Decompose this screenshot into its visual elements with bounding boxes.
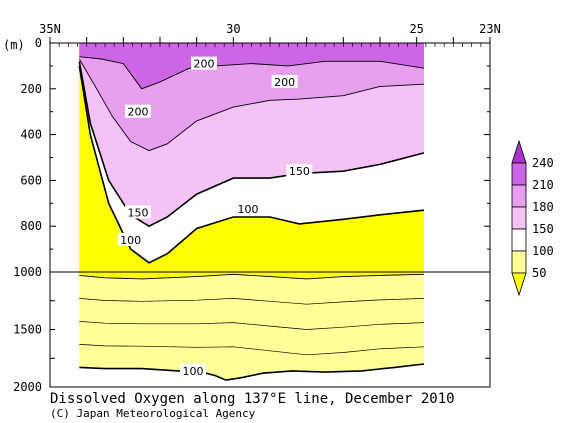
y-tick-label: 2000 (13, 380, 42, 394)
contour-label-bg (235, 202, 261, 216)
lower-region-100 (79, 364, 425, 387)
y-unit-label: (m) (3, 38, 25, 52)
contour-label-bg (125, 205, 151, 219)
contour-lower-minor (79, 321, 425, 330)
x-tick-label: 25 (409, 22, 423, 36)
colorbar-cap-bottom (511, 272, 527, 297)
x-tick-label: 23N (479, 22, 501, 36)
x-tick-label: 35N (39, 22, 61, 36)
contour-label: 100 (238, 203, 259, 216)
contour-label-bg (117, 232, 144, 246)
contour-fills (79, 43, 425, 387)
contour-label: 200 (194, 58, 215, 71)
contour-lower-100 (79, 363, 425, 381)
contour-label: 200 (274, 76, 295, 89)
colorbar-band (511, 250, 527, 274)
y-tick-label: 400 (20, 128, 42, 142)
colorbar-label: 210 (532, 178, 554, 192)
contour-lower-minor (79, 298, 425, 305)
y-tick-label: 800 (20, 219, 42, 233)
colorbar-band (511, 184, 527, 208)
contour-label-bg (180, 363, 206, 377)
y-tick-label: 600 (20, 173, 42, 187)
colorbar-label: 50 (532, 266, 546, 280)
colorbar-label: 150 (532, 222, 554, 236)
y-tick-label: 0 (35, 36, 42, 50)
colorbar-cap-top (511, 139, 527, 164)
colorbar-band (511, 228, 527, 252)
colorbar-label: 240 (532, 156, 554, 170)
colorbar-label: 100 (532, 244, 554, 258)
contour-label-bg (191, 56, 217, 70)
contour-lower-minor (79, 344, 425, 356)
contour-label: 200 (128, 106, 149, 119)
contour-label-bg (271, 74, 298, 88)
contour-180 (78, 58, 425, 152)
contour-100 (78, 65, 425, 264)
region-210 (79, 43, 425, 89)
chart-title: Dissolved Oxygen along 137°E line, Decem… (50, 391, 455, 407)
credit-text: (C) Japan Meteorological Agency (50, 407, 256, 420)
contour-labels: 200 200 200 150 100 150 100 100 (117, 56, 313, 378)
y-tick-label: 200 (20, 82, 42, 96)
colorbar-label: 180 (532, 200, 554, 214)
contour-label-bg (125, 104, 151, 118)
contour-label: 150 (289, 165, 310, 178)
contour-150 (78, 61, 425, 228)
colorbar-band (511, 206, 527, 230)
contour-lower-50 (79, 273, 425, 280)
y-tick-label: 1000 (13, 265, 42, 279)
contour-label: 100 (183, 365, 204, 378)
colorbar-band (511, 162, 527, 186)
contour-label: 100 (120, 234, 141, 247)
colorbar: 240 210 180 150 100 50 (511, 139, 554, 297)
y-axis: 200 400 600 800 1000 1500 2000 0 (13, 36, 490, 394)
lower-region-50 (79, 272, 425, 279)
contour-label-bg (286, 164, 313, 178)
x-tick-label: 30 (226, 22, 240, 36)
contour-label: 150 (128, 206, 149, 219)
x-axis: 35N 30 25 23N (39, 22, 501, 47)
y-tick-label: 1500 (13, 323, 42, 337)
